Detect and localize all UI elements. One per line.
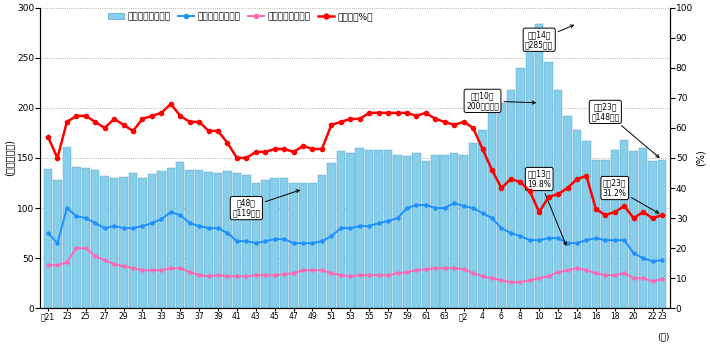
Bar: [365, 150, 373, 308]
Bar: [308, 183, 317, 308]
Bar: [100, 176, 109, 308]
Text: (年): (年): [657, 332, 670, 341]
Bar: [167, 168, 175, 308]
Text: 平成14年
約285万件: 平成14年 約285万件: [525, 25, 574, 49]
Bar: [251, 183, 260, 308]
Bar: [422, 161, 430, 308]
Text: 映48年
約119万件: 映48年 約119万件: [232, 190, 300, 218]
Bar: [469, 143, 477, 308]
Bar: [214, 173, 222, 308]
Bar: [563, 116, 572, 308]
Text: 平成10年
200万件突破: 平成10年 200万件突破: [466, 91, 535, 111]
Bar: [535, 24, 543, 308]
Bar: [53, 180, 62, 308]
Bar: [545, 62, 553, 308]
Bar: [374, 150, 383, 308]
Bar: [317, 175, 326, 308]
Y-axis label: (万件・万人): (万件・万人): [4, 139, 14, 176]
Bar: [488, 113, 496, 308]
Bar: [431, 155, 439, 308]
Bar: [554, 90, 562, 308]
Text: 平成13年
19.8%: 平成13年 19.8%: [528, 169, 567, 245]
Bar: [271, 178, 279, 308]
Bar: [459, 155, 468, 308]
Bar: [176, 162, 185, 308]
Bar: [157, 171, 165, 308]
Bar: [620, 140, 628, 308]
Y-axis label: (%): (%): [696, 149, 706, 166]
Bar: [601, 160, 610, 308]
Bar: [591, 160, 600, 308]
Bar: [261, 180, 270, 308]
Bar: [403, 156, 411, 308]
Bar: [148, 174, 156, 308]
Bar: [648, 161, 657, 308]
Bar: [280, 178, 288, 308]
Bar: [119, 177, 128, 308]
Bar: [346, 153, 354, 308]
Bar: [356, 148, 364, 308]
Bar: [507, 90, 515, 308]
Bar: [223, 171, 231, 308]
Bar: [327, 163, 336, 308]
Bar: [525, 50, 534, 308]
Bar: [233, 173, 241, 308]
Bar: [629, 151, 638, 308]
Bar: [337, 151, 345, 308]
Bar: [82, 168, 90, 308]
Bar: [299, 183, 307, 308]
Bar: [639, 148, 648, 308]
Bar: [290, 183, 298, 308]
Bar: [62, 147, 71, 308]
Bar: [384, 150, 393, 308]
Bar: [497, 103, 506, 308]
Bar: [204, 172, 213, 308]
Bar: [573, 130, 581, 308]
Bar: [185, 170, 194, 308]
Bar: [393, 155, 402, 308]
Bar: [129, 173, 137, 308]
Bar: [242, 175, 251, 308]
Bar: [110, 178, 119, 308]
Bar: [479, 130, 487, 308]
Bar: [450, 153, 459, 308]
Text: 平成23年
約148万件: 平成23年 約148万件: [591, 102, 659, 158]
Bar: [582, 141, 591, 308]
Legend: 認知件数（万件）, 検挙件数（万件）, 検挙人員（万人）, 検挙率（%）: 認知件数（万件）, 検挙件数（万件）, 検挙人員（万人）, 検挙率（%）: [108, 12, 373, 21]
Bar: [440, 155, 449, 308]
Bar: [611, 150, 619, 308]
Bar: [516, 68, 525, 308]
Bar: [91, 170, 99, 308]
Bar: [138, 178, 147, 308]
Text: 平成23年
31.2%: 平成23年 31.2%: [603, 178, 659, 213]
Bar: [195, 170, 203, 308]
Bar: [657, 160, 666, 308]
Bar: [44, 169, 53, 308]
Bar: [72, 167, 81, 308]
Bar: [412, 153, 420, 308]
